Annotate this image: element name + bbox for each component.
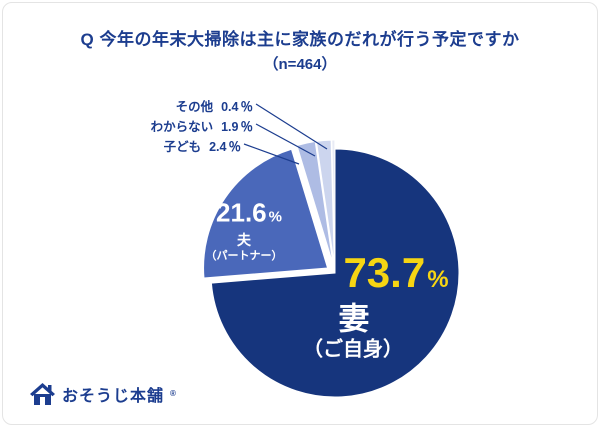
wife-percentage: 73.7% — [343, 249, 448, 297]
brand-name: おそうじ本舗 — [62, 387, 165, 405]
brand-logo: おそうじ本舗 ® — [29, 381, 176, 406]
husband-percentage-value: 21.6 — [216, 197, 267, 228]
callout-child-unit: ％ — [228, 140, 241, 154]
callout-unknown-label: わからない — [150, 120, 214, 134]
house-icon — [30, 383, 55, 405]
brand-registered-mark: ® — [170, 389, 176, 398]
callout-other-label: その他 — [175, 100, 214, 114]
callout-child-label: 子ども — [163, 140, 202, 154]
callout-other-unit: ％ — [240, 100, 253, 114]
callout-line-child — [243, 143, 300, 165]
wife-sublabel: （ご自身） — [303, 338, 403, 361]
callout-unknown-unit: ％ — [240, 120, 253, 134]
callout-other-value: 0.4 — [221, 100, 239, 114]
callout-child-value: 2.4 — [209, 140, 227, 154]
pie-slice-5 — [331, 139, 336, 265]
wife-percentage-value: 73.7 — [343, 249, 426, 296]
husband-percentage: 21.6% — [216, 198, 282, 229]
pie-slices — [203, 139, 460, 398]
husband-sublabel: （パートナー） — [205, 250, 283, 262]
pie-slice-4 — [315, 139, 335, 265]
page-title: Q 今年の年末大掃除は主に家族のだれが行う予定ですか — [80, 30, 520, 49]
callout-lines — [243, 103, 328, 165]
pie-slice-1 — [210, 148, 460, 398]
pie-slice-2 — [203, 148, 329, 279]
sample-size: （n=464） — [263, 56, 337, 73]
husband-label: 夫 — [237, 232, 251, 248]
callout-child: 子ども 2.4 ％ — [164, 136, 241, 155]
callout-line-other — [255, 103, 328, 150]
callout-line-unknown — [255, 123, 316, 157]
pie-svg — [203, 103, 460, 398]
callout-unknown-value: 1.9 — [221, 120, 239, 134]
wife-percentage-unit: % — [427, 266, 449, 293]
callout-unknown: わからない 1.9 ％ — [151, 116, 253, 135]
callout-other: その他 0.4 ％ — [176, 96, 253, 115]
husband-percentage-unit: % — [268, 208, 282, 226]
pie-chart: その他 0.4 ％ わからない 1.9 ％ 子ども 2.4 ％ 73.7% 妻 （ご自身） … — [3, 76, 597, 424]
wife-label: 妻 — [338, 301, 372, 337]
